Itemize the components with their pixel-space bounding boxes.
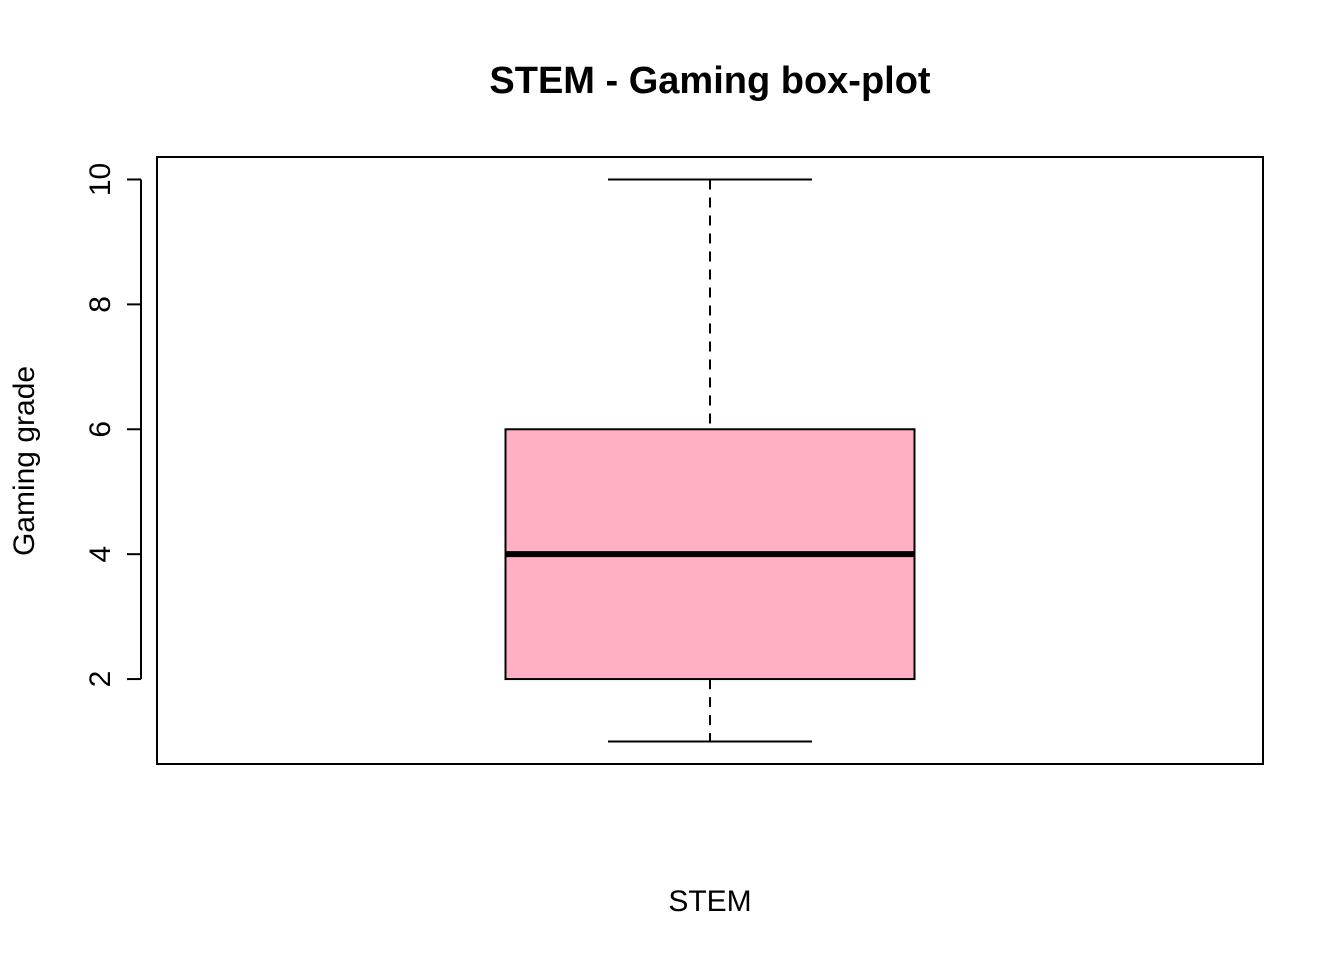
- plot-frame: [156, 156, 1264, 765]
- x-axis-label: STEM: [668, 885, 751, 918]
- y-axis-label: Gaming grade: [8, 366, 41, 556]
- y-tick-label: 6: [84, 421, 117, 438]
- y-tick-label: 2: [84, 671, 117, 688]
- chart-title: STEM - Gaming box-plot: [489, 60, 931, 102]
- y-tick-label: 8: [84, 296, 117, 313]
- y-tick-label: 10: [84, 163, 117, 196]
- y-tick-label: 4: [84, 546, 117, 563]
- box-group: [504, 178, 916, 743]
- y-axis: 2 4 6 8 10: [84, 163, 142, 688]
